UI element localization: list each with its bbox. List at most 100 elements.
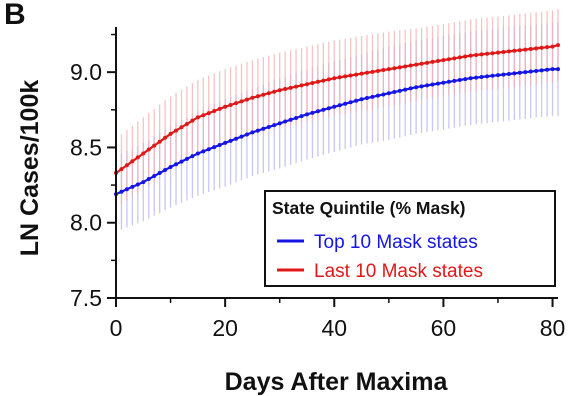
legend-label-top-10: Top 10 Mask states: [314, 232, 478, 253]
data-point: [435, 59, 440, 64]
data-point: [146, 177, 151, 182]
series-lines: [114, 43, 560, 197]
data-point: [414, 85, 419, 90]
data-point: [255, 94, 260, 99]
data-point: [332, 104, 337, 109]
data-point: [288, 85, 293, 90]
data-point: [474, 53, 479, 57]
data-point: [343, 74, 348, 79]
data-point: [463, 54, 468, 59]
data-point: [381, 68, 386, 73]
data-point: [332, 76, 337, 81]
legend-title: State Quintile (% Mask): [272, 198, 466, 218]
data-point: [386, 67, 391, 72]
data-point: [195, 151, 200, 156]
data-point: [414, 62, 419, 67]
y-axis-title: LN Cases/100k: [16, 80, 44, 257]
data-point: [152, 174, 157, 179]
data-point: [370, 69, 375, 74]
data-point: [244, 97, 249, 102]
data-point: [168, 131, 173, 136]
data-point: [528, 69, 533, 74]
data-point: [479, 52, 484, 57]
data-point: [310, 81, 315, 86]
series-line-last-10: [115, 44, 559, 174]
data-point: [403, 64, 408, 69]
data-point: [283, 119, 288, 124]
data-point: [468, 53, 473, 58]
data-point: [250, 95, 255, 100]
data-point: [190, 118, 195, 123]
data-point: [539, 68, 544, 73]
data-point: [430, 59, 435, 64]
data-point: [179, 159, 184, 164]
data-point: [446, 57, 451, 62]
data-point: [272, 89, 277, 94]
data-point: [452, 78, 457, 83]
data-point: [130, 184, 135, 189]
x-axis-title: Days After Maxima: [225, 368, 449, 396]
data-point: [490, 73, 495, 78]
data-point: [403, 87, 408, 92]
data-point: [130, 159, 135, 164]
data-point: [425, 60, 430, 65]
data-point: [326, 106, 331, 111]
data-point: [441, 58, 446, 63]
data-point: [277, 88, 282, 93]
data-point: [304, 112, 309, 117]
data-point: [534, 68, 539, 73]
data-point: [539, 45, 544, 50]
data-point: [441, 80, 446, 85]
data-point: [201, 149, 206, 154]
data-point: [261, 126, 266, 131]
data-point: [419, 84, 424, 89]
data-point: [365, 96, 370, 101]
x-tick-label: 40: [321, 315, 347, 341]
data-point: [501, 72, 506, 77]
y-ticks: 7.5 8.0 8.5 9.0: [70, 33, 116, 311]
data-point: [512, 48, 517, 53]
data-point: [348, 100, 353, 105]
data-point: [228, 138, 233, 143]
y-tick-label: 7.5: [70, 285, 102, 311]
data-point: [408, 63, 413, 68]
data-point: [556, 67, 560, 72]
x-tick-label: 60: [431, 315, 457, 341]
data-point: [419, 61, 424, 66]
data-point: [201, 113, 206, 118]
series-line-top-10: [115, 68, 558, 196]
data-point: [206, 111, 211, 116]
data-point: [370, 94, 375, 99]
data-point: [556, 43, 560, 48]
data-point: [146, 147, 151, 152]
data-point: [239, 134, 244, 139]
error-bars-last-10: [115, 8, 559, 208]
panel-label: B: [4, 0, 26, 31]
data-point: [195, 115, 200, 120]
data-point: [545, 67, 550, 72]
y-tick-label: 8.0: [70, 210, 102, 236]
series-points-last-10: [114, 43, 560, 176]
data-point: [212, 145, 217, 150]
y-tick-label: 8.5: [70, 134, 102, 160]
data-point: [190, 154, 195, 159]
data-point: [397, 88, 402, 93]
data-point: [315, 79, 320, 84]
data-point: [354, 72, 359, 77]
data-point: [119, 167, 124, 172]
data-point: [141, 151, 146, 156]
data-point: [348, 73, 353, 78]
data-point: [381, 92, 386, 97]
data-point: [266, 91, 271, 96]
data-point: [212, 109, 217, 114]
data-point: [174, 162, 179, 167]
data-point: [517, 70, 522, 75]
data-point: [523, 47, 528, 52]
data-point: [550, 67, 555, 72]
data-point: [157, 171, 162, 176]
data-point: [397, 65, 402, 70]
data-point: [184, 121, 189, 126]
data-point: [506, 49, 511, 54]
data-point: [468, 76, 473, 81]
